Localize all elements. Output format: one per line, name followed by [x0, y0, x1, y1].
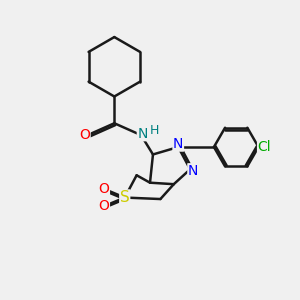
- Text: O: O: [98, 182, 110, 196]
- Text: O: O: [98, 200, 110, 214]
- Text: Cl: Cl: [258, 140, 271, 154]
- Text: N: N: [137, 127, 148, 141]
- Text: H: H: [150, 124, 159, 137]
- Text: N: N: [188, 164, 198, 178]
- Text: O: O: [79, 128, 90, 142]
- Text: N: N: [173, 137, 183, 151]
- Text: S: S: [120, 190, 130, 205]
